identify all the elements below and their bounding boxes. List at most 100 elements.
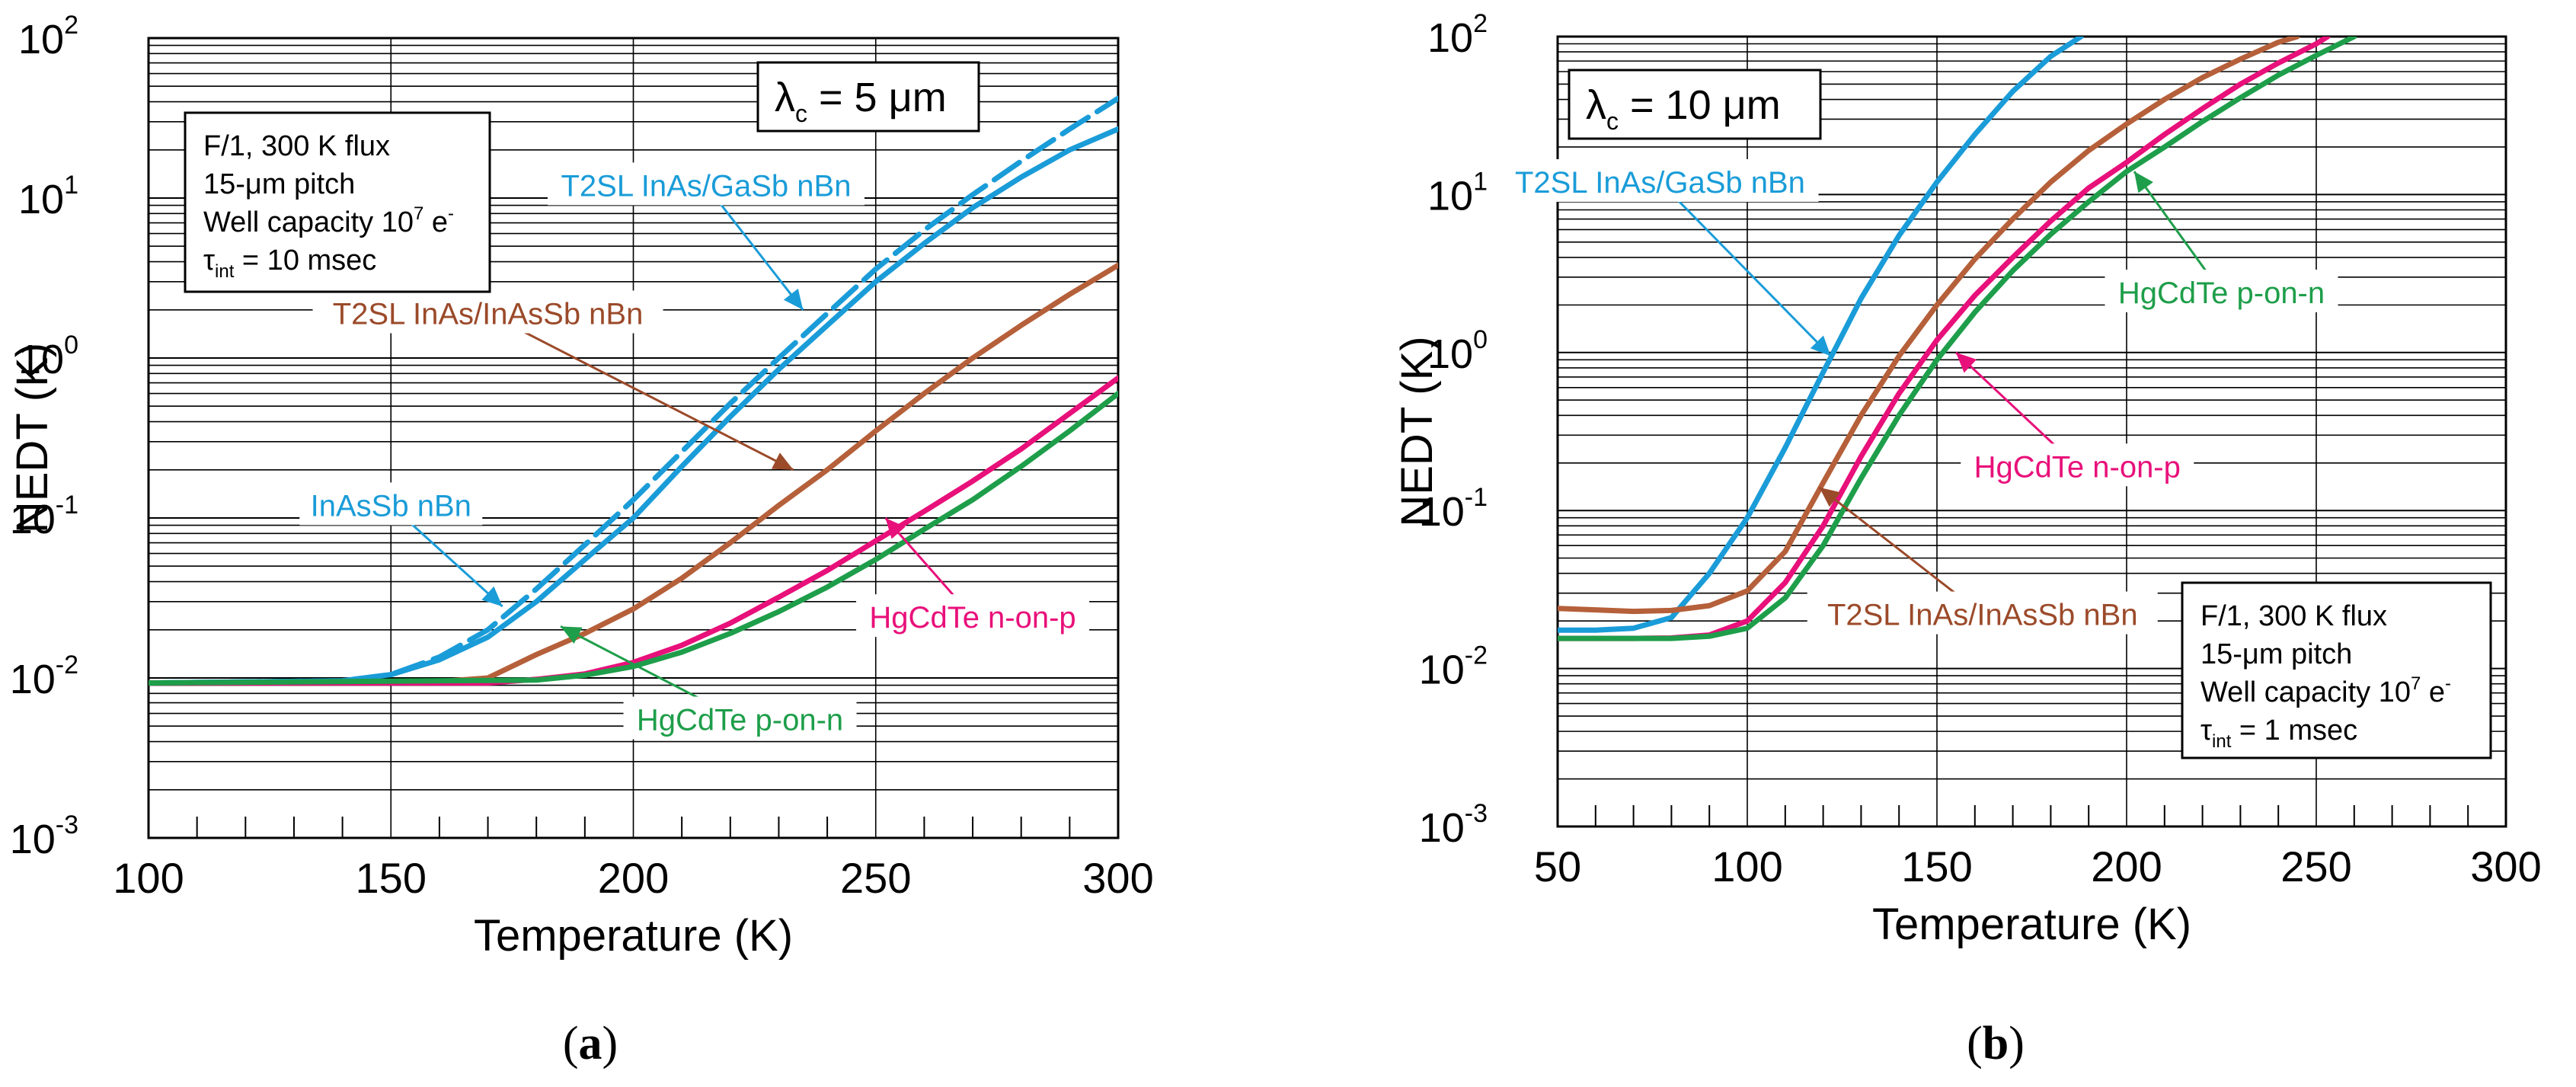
- annotation-arrowhead: [885, 518, 906, 539]
- y-tick-label: 10-1: [1419, 483, 1488, 535]
- plot-frame: [147, 37, 1120, 839]
- y-tick-label: 102: [18, 11, 78, 62]
- y-axis-title: NEDT (K): [8, 343, 57, 533]
- y-tick-base: 10: [10, 497, 56, 542]
- annotation-bg: [1807, 591, 2158, 635]
- x-tick-label: 100: [1711, 842, 1782, 890]
- condition-integration-time: τint = 10 msec: [203, 245, 376, 282]
- y-tick-base: 10: [18, 17, 64, 62]
- annotation-label: T2SL InAs/InAsSb nBn: [1827, 599, 2138, 632]
- y-tick-exponent: -1: [1465, 483, 1488, 512]
- condition-well-capacity: Well capacity 107 e-: [203, 203, 454, 238]
- y-tick-base: 10: [1427, 173, 1473, 219]
- y-tick-exponent: 2: [64, 11, 78, 40]
- condition-pitch: 15-μm pitch: [203, 168, 355, 200]
- cutoff-value: = 5 μm: [807, 75, 947, 120]
- x-tick-label: 100: [113, 854, 184, 902]
- x-tick-label: 200: [598, 854, 669, 902]
- series-line-t2sl-inas-gasb-nbn: [149, 126, 1118, 686]
- series-group: [149, 95, 1118, 686]
- annotation-arrow: [487, 312, 794, 472]
- annotation-bg: [1501, 158, 1819, 202]
- annotation-label: HgCdTe p-on-n: [637, 704, 843, 737]
- caption-paren: (: [1967, 1018, 1983, 1069]
- y-tick-base: 10: [1419, 489, 1465, 535]
- series-line-hgcdte-p-on-n: [149, 391, 1118, 686]
- caption-letter: b: [1983, 1018, 2009, 1069]
- y-tick-exponent: -3: [56, 810, 78, 839]
- y-tick-label: 10-3: [10, 810, 78, 862]
- annotation-arrowhead: [783, 288, 804, 310]
- y-tick-exponent: -2: [1465, 641, 1488, 670]
- annotation-arrowhead: [771, 452, 794, 470]
- series-group: [1558, 37, 2357, 641]
- x-tick-label: 250: [840, 854, 911, 902]
- series-line-t2sl-inas-gasb-nbn: [1558, 37, 2084, 633]
- condition-flux: F/1, 300 K flux: [203, 130, 390, 162]
- annotation-arrow: [1659, 181, 1832, 357]
- tau-subscript: int: [2212, 731, 2232, 752]
- annotation-arrowhead: [1955, 352, 1977, 373]
- well-capacity-base: Well capacity 10: [2200, 676, 2411, 708]
- annotation-arrowhead: [481, 586, 503, 607]
- annotation-bg: [856, 594, 1090, 638]
- series-line-hgcdte-p-on-n: [1558, 37, 2357, 641]
- y-axis-title: NEDT (K): [1392, 336, 1442, 526]
- y-tick-base: 10: [10, 657, 56, 702]
- annotation-bg: [299, 482, 483, 526]
- lambda-subscript: c: [795, 100, 807, 127]
- condition-integration-time: τint = 1 msec: [2200, 715, 2357, 752]
- y-tick-label: 10-2: [1419, 641, 1488, 693]
- annotation-arrow: [705, 184, 804, 311]
- chart-panel-a: 100 150 200 250 30010-310-210-1100101102Temp…: [8, 11, 1154, 1069]
- x-tick-label: 150: [1901, 842, 1972, 890]
- x-tick-label: 200: [2091, 842, 2162, 890]
- annotation-bg: [547, 162, 865, 206]
- well-capacity-unit: e: [423, 206, 448, 238]
- y-tick-base: 10: [1419, 805, 1465, 851]
- annotation-label: T2SL InAs/GaSb nBn: [561, 169, 851, 203]
- y-tick-base: 10: [1427, 15, 1473, 61]
- cutoff-label: λc = 5 μm: [775, 75, 947, 127]
- series-line-t2sl-inas-inassb-nbn: [1558, 37, 2300, 615]
- annotation-bg: [623, 696, 857, 740]
- annotation-arrowhead: [1810, 335, 1831, 356]
- y-tick-label: 101: [1427, 167, 1488, 219]
- annotation-label: HgCdTe p-on-n: [2118, 277, 2325, 310]
- well-capacity-unit-sup: -: [2445, 673, 2451, 694]
- well-capacity-exponent: 7: [2411, 673, 2421, 694]
- caption-paren: (: [563, 1018, 579, 1069]
- y-tick-base: 10: [1427, 331, 1473, 377]
- annotation-bg: [1961, 443, 2194, 487]
- y-tick-label: 10-3: [1419, 799, 1488, 851]
- cutoff-box: [1568, 69, 1822, 140]
- y-tick-exponent: -2: [56, 651, 78, 679]
- well-capacity-base: Well capacity 10: [203, 206, 414, 238]
- y-tick-label: 101: [18, 171, 78, 222]
- well-capacity-unit: e: [2421, 676, 2445, 708]
- x-tick-label: 300: [2470, 842, 2541, 890]
- x-tick-label: 300: [1082, 854, 1153, 902]
- y-tick-base: 10: [10, 817, 56, 862]
- well-capacity-unit-sup: -: [448, 203, 454, 224]
- y-tick-exponent: -1: [56, 491, 78, 520]
- plot-frame: [1556, 35, 2507, 828]
- integration-time-value: = 1 msec: [2231, 715, 2357, 747]
- y-tick-exponent: 1: [1473, 167, 1488, 196]
- well-capacity-exponent: 7: [414, 203, 423, 224]
- x-tick-label: 250: [2280, 842, 2351, 890]
- y-tick-base: 10: [1419, 647, 1465, 693]
- panel-caption: (b): [1967, 1018, 2025, 1069]
- y-tick-label: 100: [1427, 325, 1488, 377]
- annotation-label: T2SL InAs/GaSb nBn: [1515, 166, 1805, 200]
- y-tick-exponent: 2: [1473, 9, 1488, 38]
- annotation-label: HgCdTe n-on-p: [1974, 450, 2181, 484]
- panel-caption: (a): [563, 1018, 618, 1069]
- x-axis-title: Temperature (K): [1872, 900, 2191, 949]
- tau-subscript: int: [215, 261, 235, 282]
- integration-time-value: = 10 msec: [234, 245, 376, 277]
- x-tick-label: 50: [1534, 842, 1581, 890]
- lambda-subscript: c: [1606, 107, 1619, 135]
- annotation-arrowhead: [561, 626, 583, 644]
